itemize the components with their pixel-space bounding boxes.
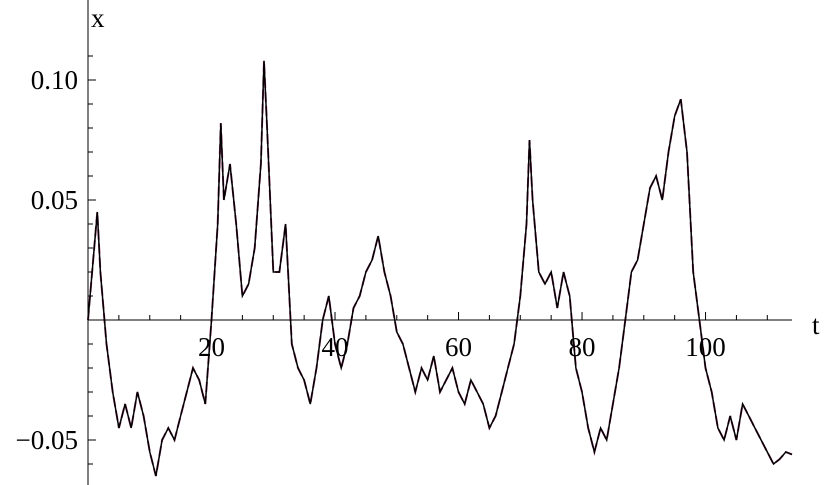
tick-labels: 20 40 60 80 100 −0.05 0.05 0.10 [16,65,726,455]
x-tick-label: 80 [569,332,596,362]
x-tick-label: 100 [685,332,726,362]
x-axis-label: t [812,310,820,340]
series-line-black [87,60,793,477]
y-tick-label: 0.05 [31,185,78,215]
y-tick-label: 0.10 [31,65,78,95]
x-tick-label: 40 [322,332,349,362]
plot-lines [87,60,793,477]
y-axis-label: x [91,3,105,33]
axes [87,0,792,485]
series-line-purple [87,60,793,477]
x-tick-label: 20 [198,332,225,362]
x-tick-label: 60 [445,332,472,362]
y-tick-label: −0.05 [16,425,78,455]
